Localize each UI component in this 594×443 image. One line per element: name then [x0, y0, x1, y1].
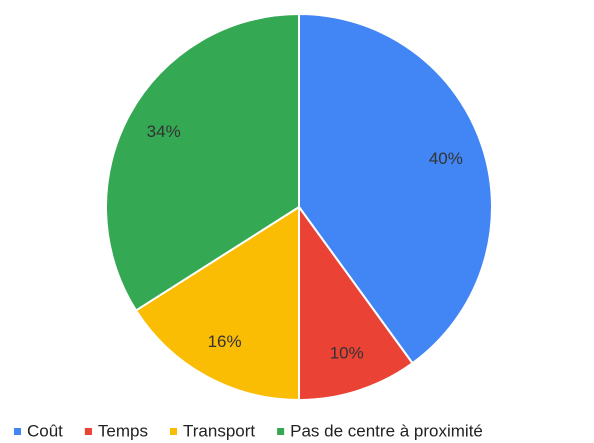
pie-slice [298, 203, 414, 402]
pie-slice [105, 12, 300, 312]
pie-slice [298, 12, 493, 365]
legend-marker [84, 428, 92, 435]
slice-label: 34% [147, 122, 181, 141]
legend-marker [14, 428, 21, 435]
slice-label: 40% [429, 149, 463, 168]
legend-marker [170, 428, 177, 435]
pie-slice [134, 205, 300, 402]
slice-label: 16% [208, 332, 242, 351]
legend-label: Pas de centre à proximité [290, 421, 483, 440]
legend-label: Transport [183, 421, 255, 440]
slice-label: 10% [330, 343, 364, 362]
legend-marker [277, 428, 285, 435]
legend-label: Coût [27, 421, 63, 440]
legend-label: Temps [98, 421, 148, 440]
